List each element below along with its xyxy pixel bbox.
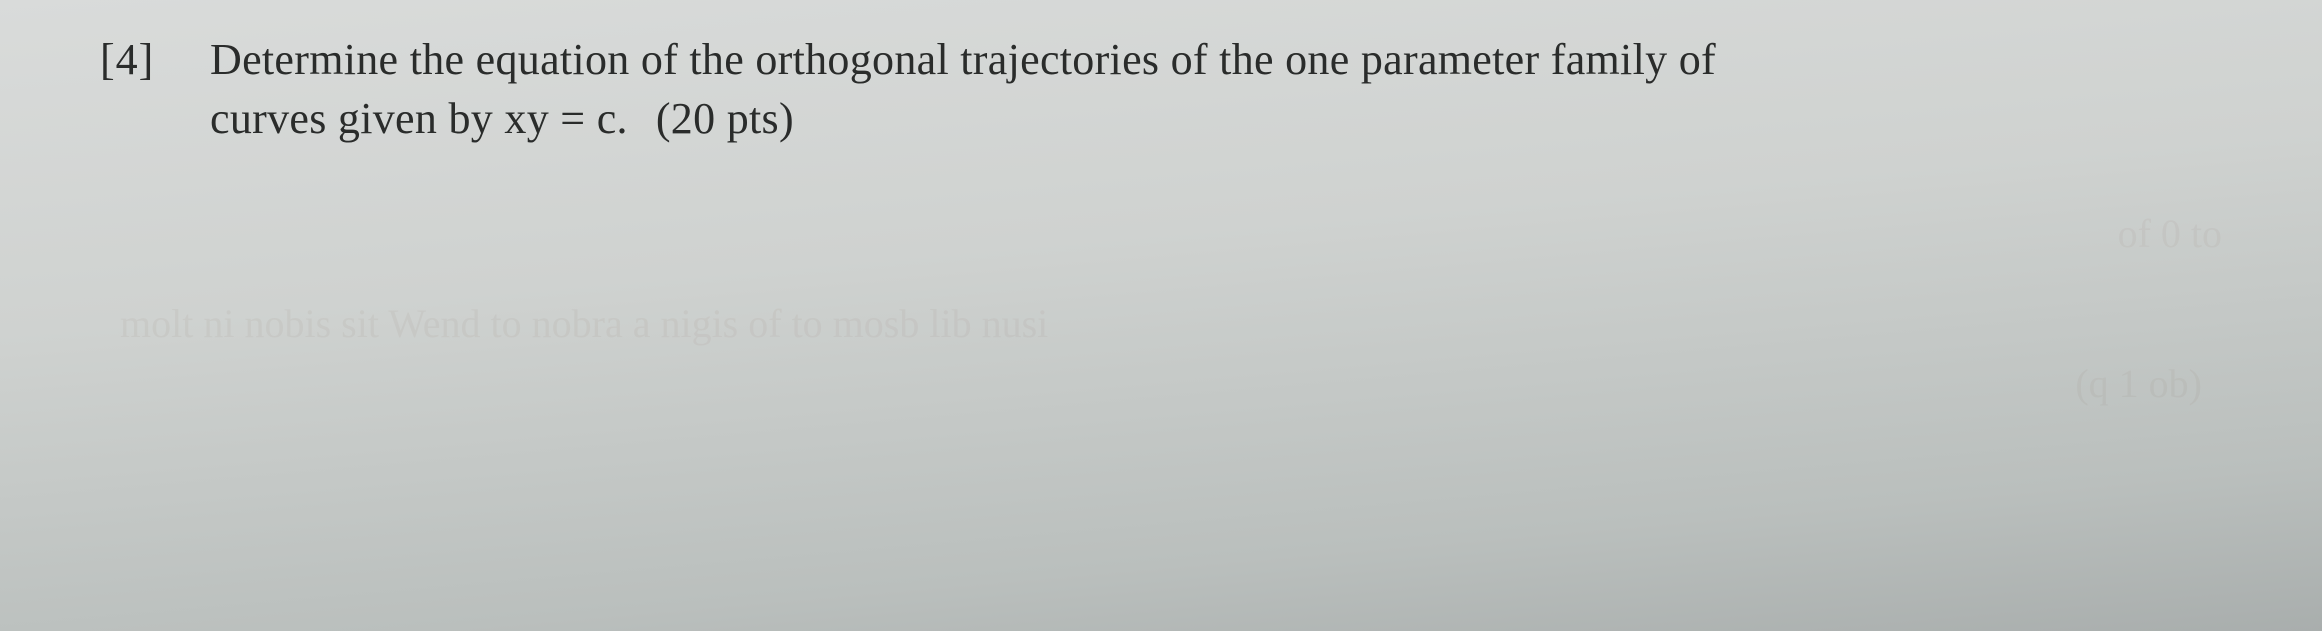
- question-line-1: [4] Determine the equation of the orthog…: [100, 30, 2242, 89]
- ghost-text-artifact: molt ni nobis sit Wend to nobra a nigis …: [120, 300, 1048, 347]
- ghost-text-artifact: of 0 to: [2118, 210, 2222, 257]
- question-number: [4]: [100, 30, 210, 89]
- ghost-text-artifact: (q 1 ob): [2075, 360, 2202, 407]
- question-text-line-1: Determine the equation of the orthogonal…: [210, 30, 1716, 89]
- question-text-line-2: curves given by xy = c.: [210, 89, 628, 148]
- question-block: [4] Determine the equation of the orthog…: [100, 30, 2242, 149]
- question-points: (20 pts): [656, 89, 794, 148]
- question-line-2: curves given by xy = c. (20 pts): [100, 89, 2242, 148]
